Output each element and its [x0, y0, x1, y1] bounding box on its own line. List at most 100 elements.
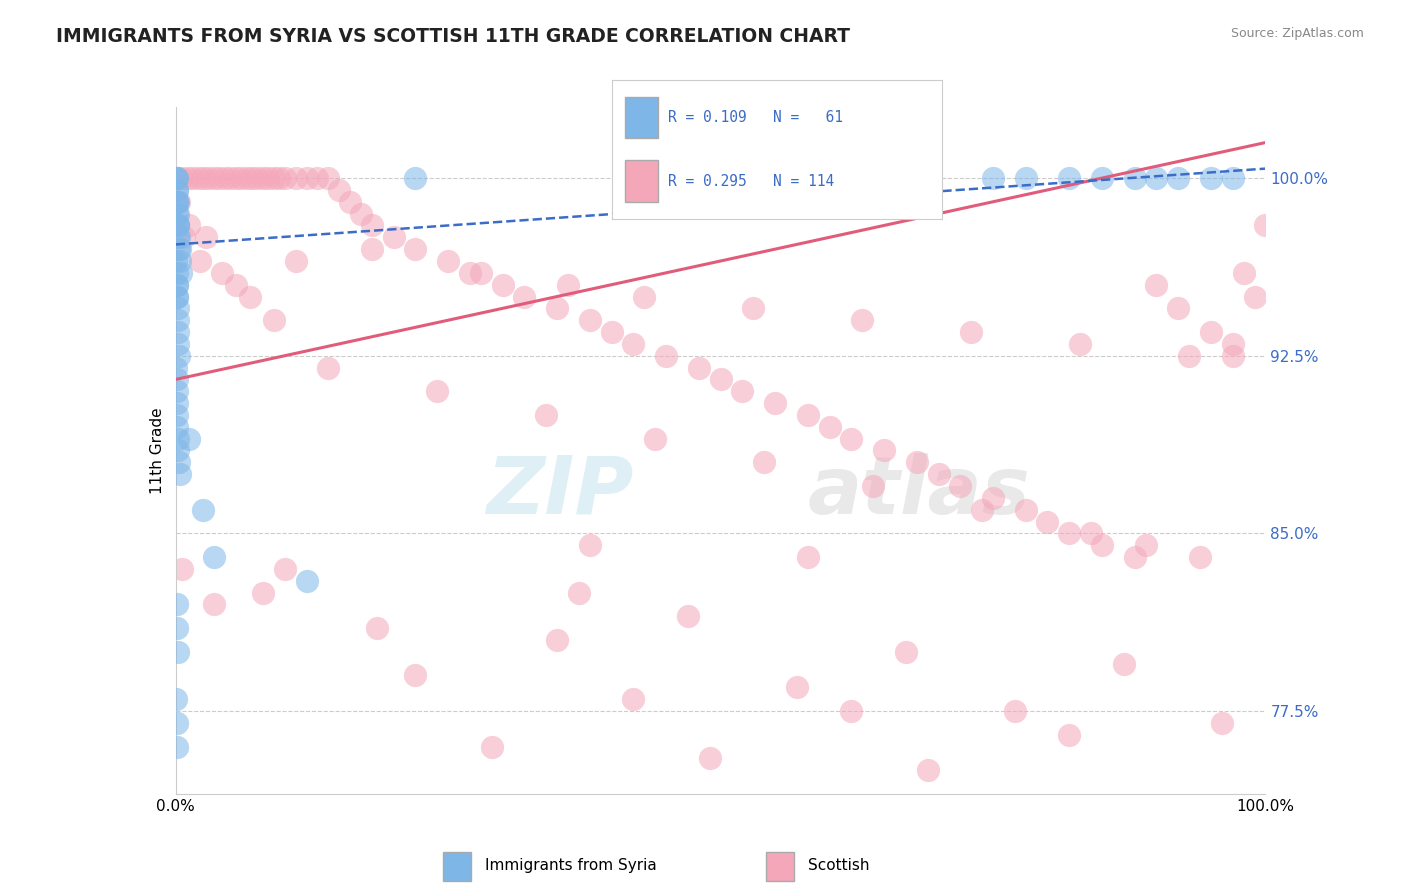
- Point: [167, 230, 190, 244]
- Point: [405, 242, 427, 256]
- Point: [307, 171, 329, 186]
- Point: [240, 171, 263, 186]
- Point: [166, 219, 188, 233]
- Point: [167, 443, 190, 458]
- Point: [1146, 277, 1168, 292]
- Point: [166, 171, 188, 186]
- Text: R = 0.109   N =   61: R = 0.109 N = 61: [668, 110, 842, 125]
- Point: [710, 372, 733, 386]
- Bar: [624, 97, 658, 138]
- Point: [1167, 301, 1189, 316]
- Point: [676, 609, 699, 624]
- Point: [166, 183, 188, 197]
- Point: [960, 325, 983, 339]
- Point: [167, 349, 190, 363]
- Point: [167, 313, 190, 327]
- Point: [166, 396, 188, 410]
- Point: [339, 194, 361, 209]
- Point: [167, 219, 190, 233]
- Point: [873, 443, 896, 458]
- Point: [167, 337, 190, 351]
- Point: [284, 171, 307, 186]
- Point: [981, 171, 1004, 186]
- Point: [1233, 266, 1256, 280]
- Point: [208, 171, 231, 186]
- Point: [167, 455, 190, 469]
- Point: [202, 171, 225, 186]
- Point: [191, 502, 214, 516]
- Point: [284, 254, 307, 268]
- Point: [600, 325, 623, 339]
- Point: [633, 289, 655, 303]
- Point: [257, 171, 280, 186]
- Point: [166, 598, 188, 612]
- Point: [295, 171, 318, 186]
- Point: [426, 384, 449, 399]
- Point: [361, 242, 384, 256]
- Point: [170, 266, 193, 280]
- Point: [688, 360, 710, 375]
- Point: [1222, 171, 1244, 186]
- Point: [181, 171, 204, 186]
- Point: [546, 632, 568, 647]
- Point: [742, 301, 765, 316]
- Point: [763, 396, 786, 410]
- Point: [981, 491, 1004, 505]
- Point: [1199, 171, 1222, 186]
- Point: [166, 372, 188, 386]
- Point: [172, 562, 194, 576]
- Point: [177, 219, 200, 233]
- Point: [214, 171, 236, 186]
- Point: [166, 194, 188, 209]
- Point: [1059, 728, 1081, 742]
- Point: [382, 230, 405, 244]
- Point: [166, 183, 188, 197]
- Point: [166, 384, 188, 399]
- Point: [166, 621, 188, 635]
- Point: [165, 692, 187, 706]
- Point: [173, 230, 195, 244]
- Point: [1112, 657, 1135, 671]
- Point: [167, 219, 190, 233]
- Text: Source: ZipAtlas.com: Source: ZipAtlas.com: [1230, 27, 1364, 40]
- Point: [211, 266, 233, 280]
- Point: [905, 455, 928, 469]
- Point: [231, 171, 253, 186]
- Point: [328, 183, 350, 197]
- Point: [841, 704, 863, 718]
- Text: atlas: atlas: [807, 452, 1031, 531]
- Point: [579, 538, 602, 552]
- Point: [165, 254, 187, 268]
- Point: [786, 681, 808, 695]
- Point: [225, 171, 247, 186]
- Point: [166, 171, 188, 186]
- Point: [167, 242, 190, 256]
- Bar: [624, 161, 658, 202]
- Point: [928, 467, 950, 482]
- Point: [1146, 171, 1168, 186]
- Point: [318, 360, 340, 375]
- Point: [754, 455, 776, 469]
- Point: [166, 408, 188, 422]
- Point: [166, 289, 188, 303]
- Point: [318, 171, 340, 186]
- Point: [621, 337, 644, 351]
- Point: [170, 171, 193, 186]
- Point: [797, 408, 820, 422]
- Point: [169, 242, 191, 256]
- Point: [195, 230, 218, 244]
- Point: [568, 585, 591, 599]
- Point: [165, 171, 187, 186]
- Point: [557, 277, 579, 292]
- Point: [219, 171, 242, 186]
- Point: [1189, 549, 1212, 564]
- Point: [1069, 337, 1091, 351]
- Point: [166, 277, 188, 292]
- Point: [167, 194, 190, 209]
- Point: [274, 171, 297, 186]
- Point: [191, 171, 214, 186]
- Text: Scottish: Scottish: [808, 858, 870, 872]
- Point: [235, 171, 257, 186]
- Point: [177, 432, 200, 446]
- Point: [350, 206, 373, 220]
